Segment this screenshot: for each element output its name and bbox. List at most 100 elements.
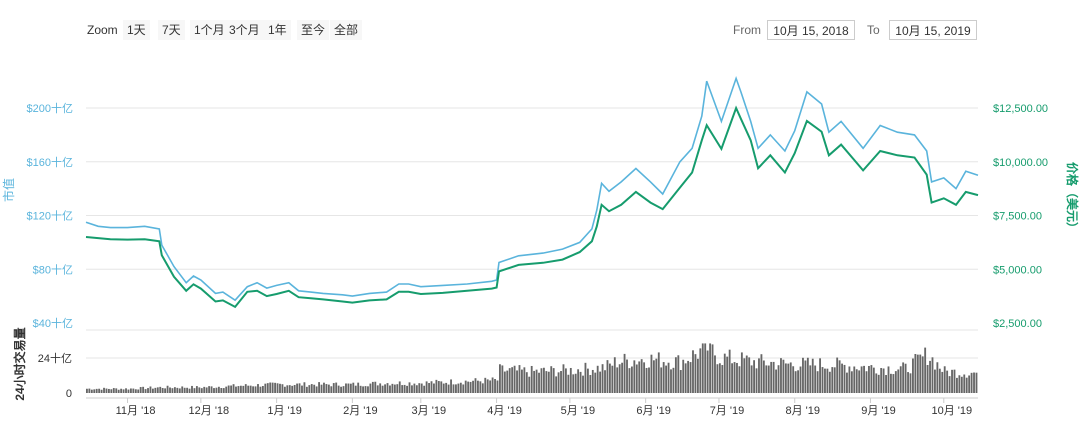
volume-bar <box>613 357 616 393</box>
zoom-ytd-button[interactable]: 至今 <box>297 20 330 40</box>
volume-bar <box>462 384 465 393</box>
x-tick-label: 8月 '19 <box>785 405 820 417</box>
volume-bar <box>787 363 790 393</box>
volume-bar <box>149 386 152 393</box>
volume-bar <box>276 383 279 393</box>
volume-bar <box>484 377 487 393</box>
volume-bar <box>789 362 792 393</box>
volume-bar <box>860 366 863 393</box>
volume-bar <box>828 371 831 393</box>
volume-bar <box>670 369 672 393</box>
volume-bar <box>863 365 865 393</box>
volume-axis: 0 24十亿 <box>38 351 72 400</box>
volume-bar <box>142 386 145 393</box>
volume-bar <box>765 365 768 393</box>
volume-bar <box>601 364 604 393</box>
volume-bar <box>369 383 372 393</box>
volume-bar <box>608 363 611 393</box>
volume-bar <box>755 368 758 393</box>
volume-bar <box>112 388 115 393</box>
volume-bar <box>599 371 602 393</box>
zoom-all-button[interactable]: 全部 <box>330 20 363 40</box>
volume-bar <box>696 358 699 393</box>
volume-bar <box>953 369 956 393</box>
volume-bar <box>249 385 252 393</box>
volume-bar <box>682 359 685 393</box>
volume-bar <box>230 385 233 393</box>
volume-bar <box>445 382 448 393</box>
volume-bar <box>298 383 301 393</box>
volume-bar <box>318 382 320 393</box>
volume-bar <box>826 368 829 393</box>
volume-bar <box>325 384 328 393</box>
volume-bar <box>516 370 518 393</box>
volume-bar <box>816 371 819 393</box>
volume-bar <box>291 385 294 393</box>
volume-bar <box>413 383 416 393</box>
volume-bar <box>264 383 267 393</box>
volume-bar <box>159 386 162 393</box>
volume-bar <box>753 360 756 393</box>
x-tick-label: 11月 '18 <box>116 405 156 417</box>
volume-bar <box>850 371 853 393</box>
volume-bar <box>220 388 223 393</box>
volume-bar <box>259 386 262 393</box>
volume-bar <box>100 389 103 393</box>
volume-bar <box>662 362 665 393</box>
volume-bar <box>125 388 127 393</box>
volume-bar <box>139 387 142 393</box>
volume-bar <box>797 370 799 393</box>
volume-bar <box>799 366 802 393</box>
volume-bar <box>93 389 96 393</box>
volume-bar <box>557 372 560 393</box>
volume-bar <box>628 368 631 393</box>
volume-bar <box>469 381 472 393</box>
volume-bar <box>672 367 675 393</box>
volume-bar <box>550 366 553 393</box>
volume-bar <box>386 383 389 393</box>
market-cap-tick-label: $80十亿 <box>33 262 73 276</box>
volume-bar <box>308 385 311 393</box>
zoom-1y-button[interactable]: 1年 <box>264 20 291 40</box>
zoom-1m-button[interactable]: 1个月 <box>190 20 229 40</box>
volume-bar <box>569 367 572 393</box>
volume-bar <box>706 350 709 393</box>
volume-bar <box>882 368 885 393</box>
from-date-input[interactable]: 10月 15, 2018 <box>767 20 855 40</box>
to-date-input[interactable]: 10月 15, 2019 <box>889 20 977 40</box>
price-axis-title: 价格（美元） <box>1065 162 1080 234</box>
volume-bar <box>86 388 88 393</box>
zoom-3m-button[interactable]: 3个月 <box>225 20 264 40</box>
volume-bars <box>86 343 978 393</box>
volume-bar <box>894 371 897 393</box>
volume-bar <box>195 386 198 393</box>
volume-bar <box>750 365 753 393</box>
zoom-7d-button[interactable]: 7天 <box>158 20 185 40</box>
volume-bar <box>418 383 421 393</box>
volume-bar <box>564 368 567 393</box>
volume-bar <box>391 383 394 393</box>
price-line <box>85 105 979 309</box>
volume-bar <box>916 354 919 393</box>
volume-bar <box>147 388 149 393</box>
grid-lines <box>86 107 978 399</box>
zoom-1d-button[interactable]: 1天 <box>123 20 150 40</box>
volume-bar <box>870 365 873 393</box>
volume-bar <box>501 365 504 393</box>
volume-bar <box>173 387 176 393</box>
volume-tick-label: 24十亿 <box>38 351 72 365</box>
volume-bar <box>440 381 443 393</box>
volume-bar <box>433 383 435 393</box>
volume-bar <box>584 362 587 393</box>
volume-tick-label: 0 <box>66 388 72 400</box>
volume-bar <box>269 382 272 393</box>
market-cap-line <box>85 75 979 302</box>
volume-bar <box>313 384 316 393</box>
volume-bar <box>596 365 599 393</box>
volume-bar <box>562 364 565 393</box>
volume-bar <box>132 388 135 393</box>
volume-bar <box>687 360 690 393</box>
volume-bar <box>345 383 347 393</box>
volume-bar <box>521 369 523 393</box>
volume-bar <box>841 363 843 393</box>
